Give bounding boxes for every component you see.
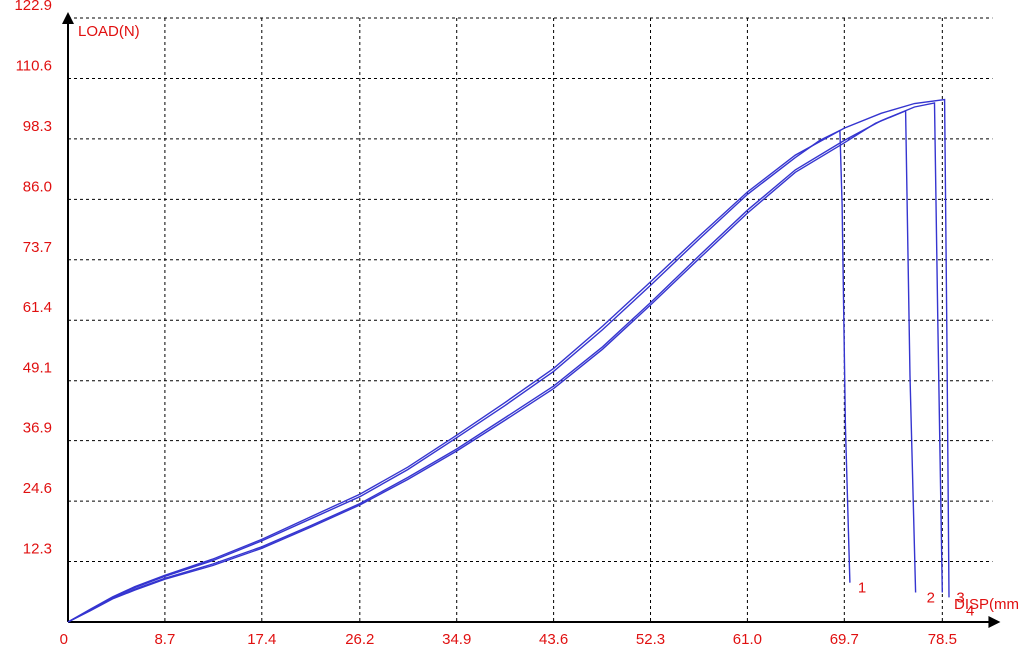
x-tick-label: 17.4 <box>247 631 276 648</box>
x-tick-label: 52.3 <box>636 631 665 648</box>
x-tick-label: 8.7 <box>154 631 175 648</box>
y-tick-label: 24.6 <box>23 480 52 497</box>
series-label: 4 <box>966 602 974 619</box>
y-tick-label: 36.9 <box>23 420 52 437</box>
x-tick-label: 69.7 <box>830 631 859 648</box>
x-tick-label: 43.6 <box>539 631 568 648</box>
series-label: 3 <box>956 590 964 607</box>
series-line <box>67 102 943 623</box>
y-tick-label: 61.4 <box>23 299 52 316</box>
x-tick-label: 34.9 <box>442 631 471 648</box>
x-tick-label: 61.0 <box>733 631 762 648</box>
series-line <box>67 129 851 623</box>
y-tick-label: 110.6 <box>16 57 52 74</box>
y-axis-label: LOAD(N) <box>78 23 140 40</box>
series-label: 1 <box>858 580 866 597</box>
y-tick-label: 98.3 <box>23 118 52 135</box>
x-axis-arrow <box>988 616 1001 628</box>
y-tick-label: 122.9 <box>14 0 52 14</box>
y-tick-label: 49.1 <box>23 360 52 377</box>
series-label: 2 <box>927 590 935 607</box>
series-line <box>67 109 917 623</box>
x-tick-label: 0 <box>60 631 68 648</box>
y-tick-label: 12.3 <box>23 541 52 558</box>
y-axis-arrow <box>62 12 74 24</box>
x-axis-label: DISP(mm <box>954 596 1019 613</box>
series-line <box>67 98 950 623</box>
x-tick-label: 26.2 <box>345 631 374 648</box>
x-tick-label: 78.5 <box>928 631 957 648</box>
y-tick-label: 73.7 <box>23 239 52 256</box>
y-tick-label: 86.0 <box>23 178 52 195</box>
